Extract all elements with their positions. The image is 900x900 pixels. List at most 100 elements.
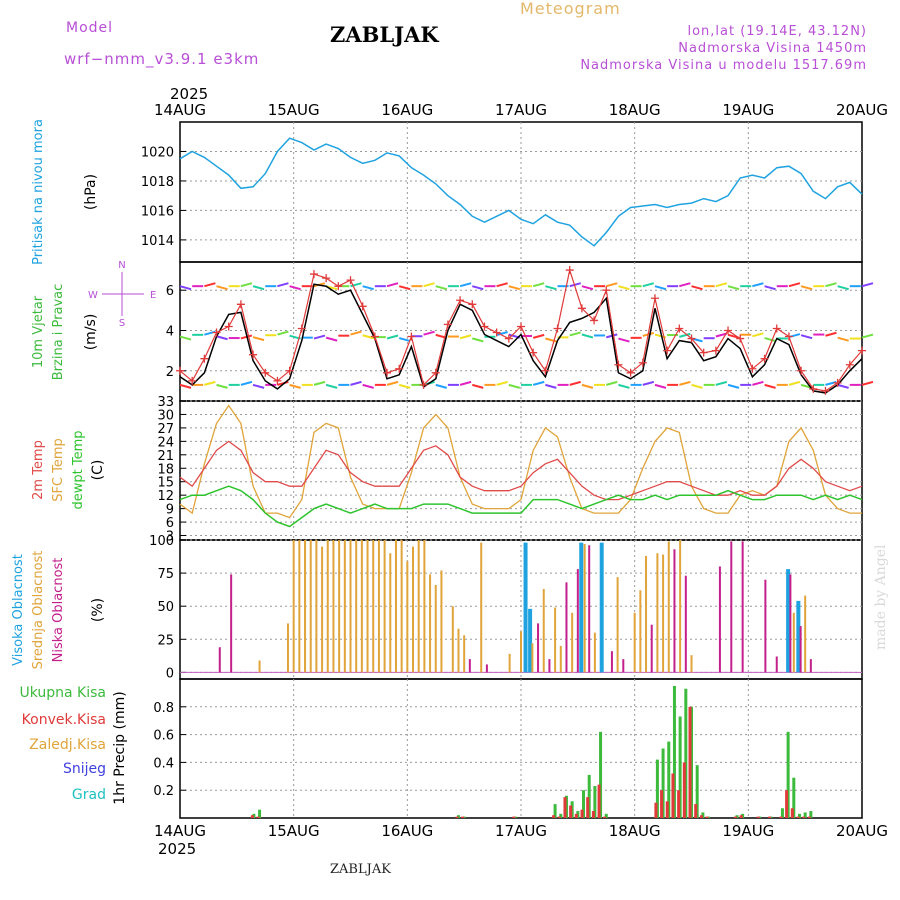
wind-arrow <box>179 285 192 291</box>
cloud-bar <box>730 541 733 673</box>
cloud-bar <box>423 540 426 673</box>
wind-arrow <box>861 380 874 386</box>
precip-total-bar <box>786 731 790 818</box>
cloud-bar <box>480 542 483 673</box>
wind-arrow <box>252 383 265 389</box>
wind-arrow <box>362 383 374 389</box>
cloud-ylabel: (%) <box>90 598 106 622</box>
bottom-day-label: 19AUG <box>722 822 774 840</box>
cloud-bar <box>343 540 346 673</box>
wind-arrow <box>642 380 655 386</box>
wind-dir-w: W <box>88 290 98 301</box>
wind-gust-marker <box>407 332 416 341</box>
wind-arrow <box>715 282 728 288</box>
cloud-bar <box>258 660 261 673</box>
wind-gust-marker <box>675 324 684 333</box>
top-day-label: 14AUG <box>154 101 206 119</box>
precip-conv-bar <box>739 815 743 818</box>
wind-arrow <box>459 282 472 288</box>
precip-conv-bar <box>574 813 578 818</box>
wind-arrow <box>605 380 618 386</box>
y-tick-label: 6 <box>166 284 174 299</box>
precip-conv-bar <box>699 815 703 818</box>
wind-arrow <box>715 380 728 386</box>
wind-gust-marker <box>748 364 757 373</box>
cloud-bar <box>523 542 528 673</box>
wind-gust-marker <box>724 326 733 335</box>
precip-conv-bar <box>660 790 664 818</box>
precip-conv-bar <box>586 797 590 818</box>
y-tick-label: 4 <box>166 324 174 339</box>
y-tick-label: 3 <box>166 530 174 545</box>
wind-gust-marker <box>322 274 331 283</box>
wind-arrow <box>532 282 545 288</box>
y-tick-label: 33 <box>157 395 174 410</box>
precip-total-bar <box>258 809 262 818</box>
cloud-bar <box>690 655 693 673</box>
wind-arrow <box>545 285 557 291</box>
cloud-bar <box>633 612 636 673</box>
wind-gust-marker <box>395 364 404 373</box>
wind-arrow <box>642 282 655 288</box>
cloud-bar <box>622 659 625 673</box>
wind-arrow <box>800 334 813 340</box>
cloud-bar <box>400 540 403 673</box>
y-tick-label: 12 <box>157 489 174 504</box>
cloud-bar <box>673 549 676 673</box>
cloud-bar <box>650 624 653 673</box>
dewpt-line <box>179 485 863 528</box>
wind-arrow <box>800 285 813 291</box>
wind-arrow <box>752 380 764 386</box>
top-day-label: 15AUG <box>268 101 320 119</box>
cloud-bar <box>667 541 670 673</box>
wind-gust-marker <box>602 286 611 295</box>
cloud-bar <box>610 651 613 673</box>
cloud-legend-2: Srednja Oblacnost <box>31 551 46 670</box>
wind-gust-marker <box>370 332 379 341</box>
wind-arrow <box>216 335 228 341</box>
precip-total-bar <box>587 774 591 818</box>
precip-total-bar <box>593 786 597 818</box>
cloud-bar <box>579 542 584 673</box>
wind-arrow <box>654 383 667 389</box>
precip-total-bar <box>803 812 807 818</box>
wind-arrow <box>861 333 874 339</box>
model-elevation: Nadmorska Visina u modelu 1517.69m <box>580 58 867 73</box>
wind-arrow <box>472 383 484 389</box>
wind-arrow <box>277 282 289 288</box>
wind-arrow <box>398 337 411 343</box>
cloud-bar <box>286 623 289 673</box>
wind-arrow <box>545 383 557 389</box>
cloud-bar <box>593 632 596 673</box>
wind-gust-marker <box>858 346 866 355</box>
wind-arrow <box>837 285 849 291</box>
wind-arrow <box>350 282 362 288</box>
wind-arrow <box>240 380 253 386</box>
y-tick-label: 0.6 <box>153 729 174 744</box>
wind-gust-marker <box>200 354 209 363</box>
y-tick-label: 1018 <box>141 175 174 190</box>
cloud-bar <box>383 540 386 673</box>
wind-gust-marker <box>504 334 513 343</box>
precip-legend-item: Konvek.Kisa <box>22 712 106 728</box>
wind-arrow <box>252 336 265 342</box>
y-tick-label: 0.4 <box>153 756 174 771</box>
wind-gust-marker <box>711 346 720 355</box>
precip-total-bar <box>553 804 557 818</box>
wind-arrow <box>508 285 521 291</box>
wind-gust-marker <box>821 386 830 395</box>
wind-gust-marker <box>760 354 769 363</box>
wind-arrow <box>532 380 545 386</box>
precip-conv-bar <box>552 815 556 818</box>
precip-total-bar <box>695 765 699 818</box>
precip-conv-bar <box>807 816 811 818</box>
cloud-bar <box>360 540 363 673</box>
cloud-bar <box>804 595 807 673</box>
y-tick-label: 50 <box>157 600 174 615</box>
cloud-bar <box>548 659 551 673</box>
wind-gust-marker <box>383 368 392 377</box>
bottom-year-label: 2025 <box>158 840 196 858</box>
wind-gust-marker <box>358 302 367 311</box>
wind-arrow <box>472 285 484 291</box>
wind-arrow <box>679 282 691 288</box>
